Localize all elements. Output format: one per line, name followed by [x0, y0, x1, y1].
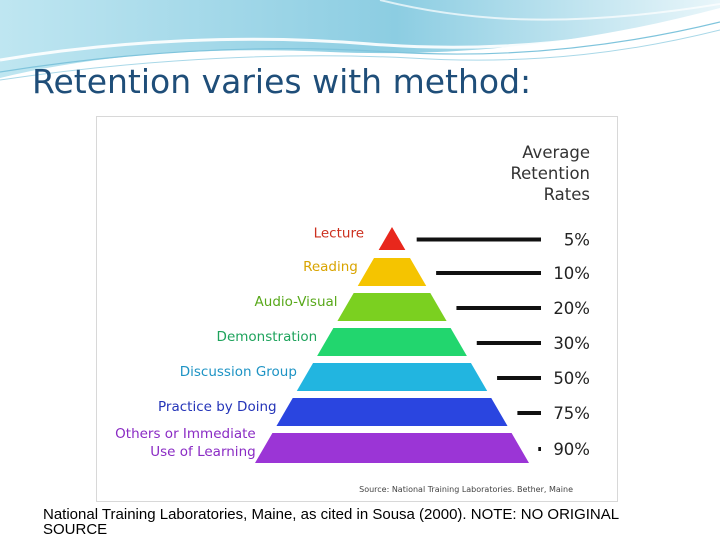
average-retention-rates-heading: Average Retention Rates [510, 143, 590, 204]
method-label: Others or Immediate [115, 426, 256, 442]
heading-line: Average [522, 143, 590, 162]
method-label: Lecture [314, 226, 364, 242]
heading-line: Rates [544, 185, 590, 204]
heading-line: Retention [510, 164, 590, 183]
pyramid-level: 5% Lecture [314, 226, 590, 250]
method-label: Demonstration [217, 329, 318, 345]
pyramid-tier [255, 433, 529, 463]
pyramid-tier [317, 328, 467, 356]
retention-rate: 20% [553, 299, 590, 318]
retention-rate: 30% [553, 334, 590, 353]
pyramid-level: 20% Audio-Visual [255, 293, 590, 321]
pyramid-level: 90% Others or Immediate Use of Learning [115, 426, 590, 463]
pyramid-tier [276, 398, 508, 426]
pyramid-level: 10% Reading [303, 258, 590, 286]
pyramid-tier [296, 363, 488, 391]
slide-title: Retention varies with method: [32, 62, 532, 101]
pyramid-tiers: 5% Lecture 10% Reading 20% Audio-Visual 30% Dem… [115, 226, 590, 463]
method-label: Reading [303, 259, 358, 275]
retention-rate: 5% [564, 231, 590, 250]
retention-pyramid-figure: Average Retention Rates 5% Lecture 10% Readin… [96, 116, 618, 502]
pyramid-tier [378, 227, 406, 250]
method-label: Practice by Doing [158, 399, 277, 415]
retention-pyramid: Average Retention Rates 5% Lecture 10% Readin… [115, 143, 590, 494]
method-label: Discussion Group [180, 364, 297, 380]
retention-rate: 50% [553, 369, 590, 388]
method-label: Use of Learning [150, 444, 255, 460]
pyramid-tier [357, 258, 427, 286]
pyramid-level: 75% Practice by Doing [158, 398, 590, 426]
pyramid-level: 50% Discussion Group [180, 363, 590, 391]
citation-caption: National Training Laboratories, Maine, a… [43, 506, 619, 538]
retention-rate: 10% [553, 264, 590, 283]
retention-rate: 90% [553, 440, 590, 459]
pyramid-level: 30% Demonstration [217, 328, 590, 356]
method-label: Audio-Visual [255, 294, 338, 310]
pyramid-tier [337, 293, 447, 321]
header-banner [0, 0, 720, 81]
retention-rate: 75% [553, 404, 590, 423]
source-note: Source: National Training Laboratories. … [359, 485, 573, 494]
